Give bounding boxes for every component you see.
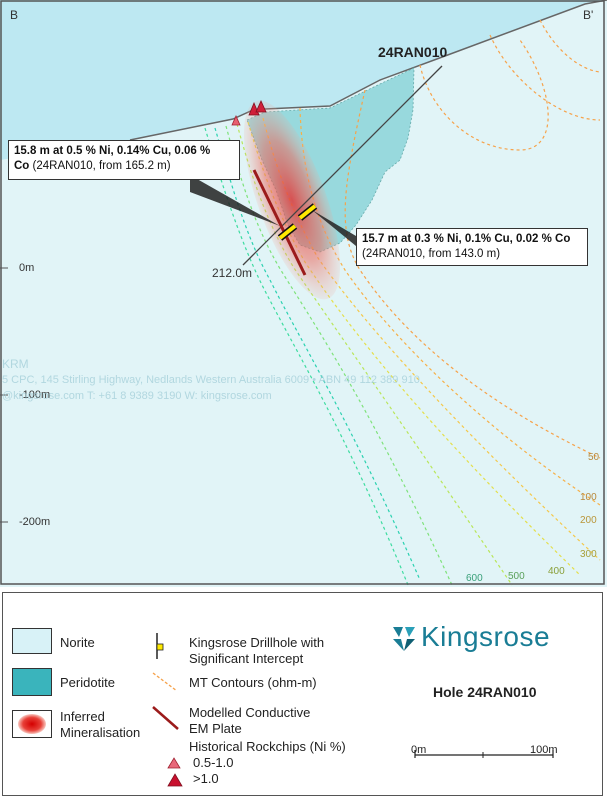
callout-lower: 15.7 m at 0.3 % Ni, 0.1% Cu, 0.02 % Co (… [356, 228, 588, 266]
callout-lower-rest: (24RAN010, from 143.0 m) [362, 248, 501, 260]
legend-rockchip-low-label: 0.5-1.0 [193, 755, 234, 770]
contour-label-300: 300 [580, 549, 597, 560]
scale-start-label: 0m [411, 744, 427, 756]
legend-drillhole-icon [156, 633, 164, 659]
callout-upper-bold: 15.8 m at 0.5 % Ni, 0.14% Cu, 0.06 % [14, 145, 211, 157]
callout-lower-bold: 15.7 m at 0.3 % Ni, 0.1% Cu, 0.02 % Co [362, 233, 571, 245]
intercept-lower-fill [278, 224, 297, 240]
y-tick-label-200: -200m [19, 516, 51, 528]
legend-peridotite-swatch [12, 668, 52, 696]
watermark-line3: @kingsrose.com T: +61 8 9389 3190 W: kin… [2, 390, 272, 402]
depth-label: 212.0m [212, 266, 253, 280]
intercept-upper-fill [298, 204, 317, 220]
watermark-line1: KRM [2, 357, 29, 371]
section-frame [0, 0, 605, 585]
contour-label-200: 200 [580, 515, 597, 526]
cross-section-view [0, 0, 607, 587]
legend-norite-label: Norite [60, 635, 95, 650]
legend-mt-label: MT Contours (ohm-m) [189, 675, 317, 690]
legend-norite-swatch [12, 628, 52, 654]
drillhole-trace [242, 65, 443, 266]
callout-leader-lower [312, 210, 356, 246]
callout-upper-bold2: Co [14, 160, 30, 172]
section-right-label: B' [583, 8, 594, 22]
legend-em-icon [152, 706, 179, 730]
y-tick-label-0: 0m [19, 262, 35, 274]
watermark-line2: 5 CPC, 145 Stirling Highway, Nedlands We… [2, 374, 420, 386]
legend-rockchip-low-icon [167, 757, 181, 769]
legend-peridotite-label: Peridotite [60, 675, 115, 690]
callout-leader-upper [190, 175, 280, 226]
contour-label-500: 500 [508, 571, 525, 582]
contour-label-50: 50 [588, 452, 600, 463]
hole-title: Hole 24RAN010 [433, 684, 537, 700]
em-plate [252, 169, 307, 276]
y-tick-label-100: -100m [19, 389, 51, 401]
legend-drillhole-label: Kingsrose Drillhole with Significant Int… [189, 635, 325, 666]
kingsrose-logo-text: Kingsrose [421, 621, 551, 652]
callout-upper: 15.8 m at 0.5 % Ni, 0.14% Cu, 0.06 % Co … [8, 140, 240, 180]
contour-label-400: 400 [548, 566, 565, 577]
legend-rockchip-high-label: >1.0 [193, 771, 219, 786]
legend-inferred-label: Inferred Mineralisation [60, 709, 141, 740]
contour-label-100: 100 [580, 492, 597, 503]
legend-rockchips-title: Historical Rockchips (Ni %) [189, 739, 346, 754]
topography-line [129, 0, 607, 141]
callout-upper-rest: (24RAN010, from 165.2 m) [29, 160, 171, 172]
hole-label: 24RAN010 [378, 44, 448, 60]
scale-end-label: 100m [530, 744, 558, 756]
contour-label-600: 600 [466, 573, 483, 584]
legend-inferred-swatch [12, 710, 52, 738]
rockchip-markers [231, 100, 267, 126]
legend-panel: Norite Peridotite Inferred Mineralisatio… [2, 592, 603, 796]
legend-em-label: Modelled Conductive EM Plate [189, 705, 311, 736]
kingsrose-logo-icon [393, 627, 415, 651]
scale-bar [414, 750, 554, 758]
inferred-mineralisation [243, 100, 341, 300]
legend-rockchip-high-icon [167, 773, 183, 787]
watermark: KRM 5 CPC, 145 Stirling Highway, Nedland… [2, 356, 420, 404]
section-left-label: B [10, 8, 19, 22]
legend-mt-icon [152, 672, 178, 692]
